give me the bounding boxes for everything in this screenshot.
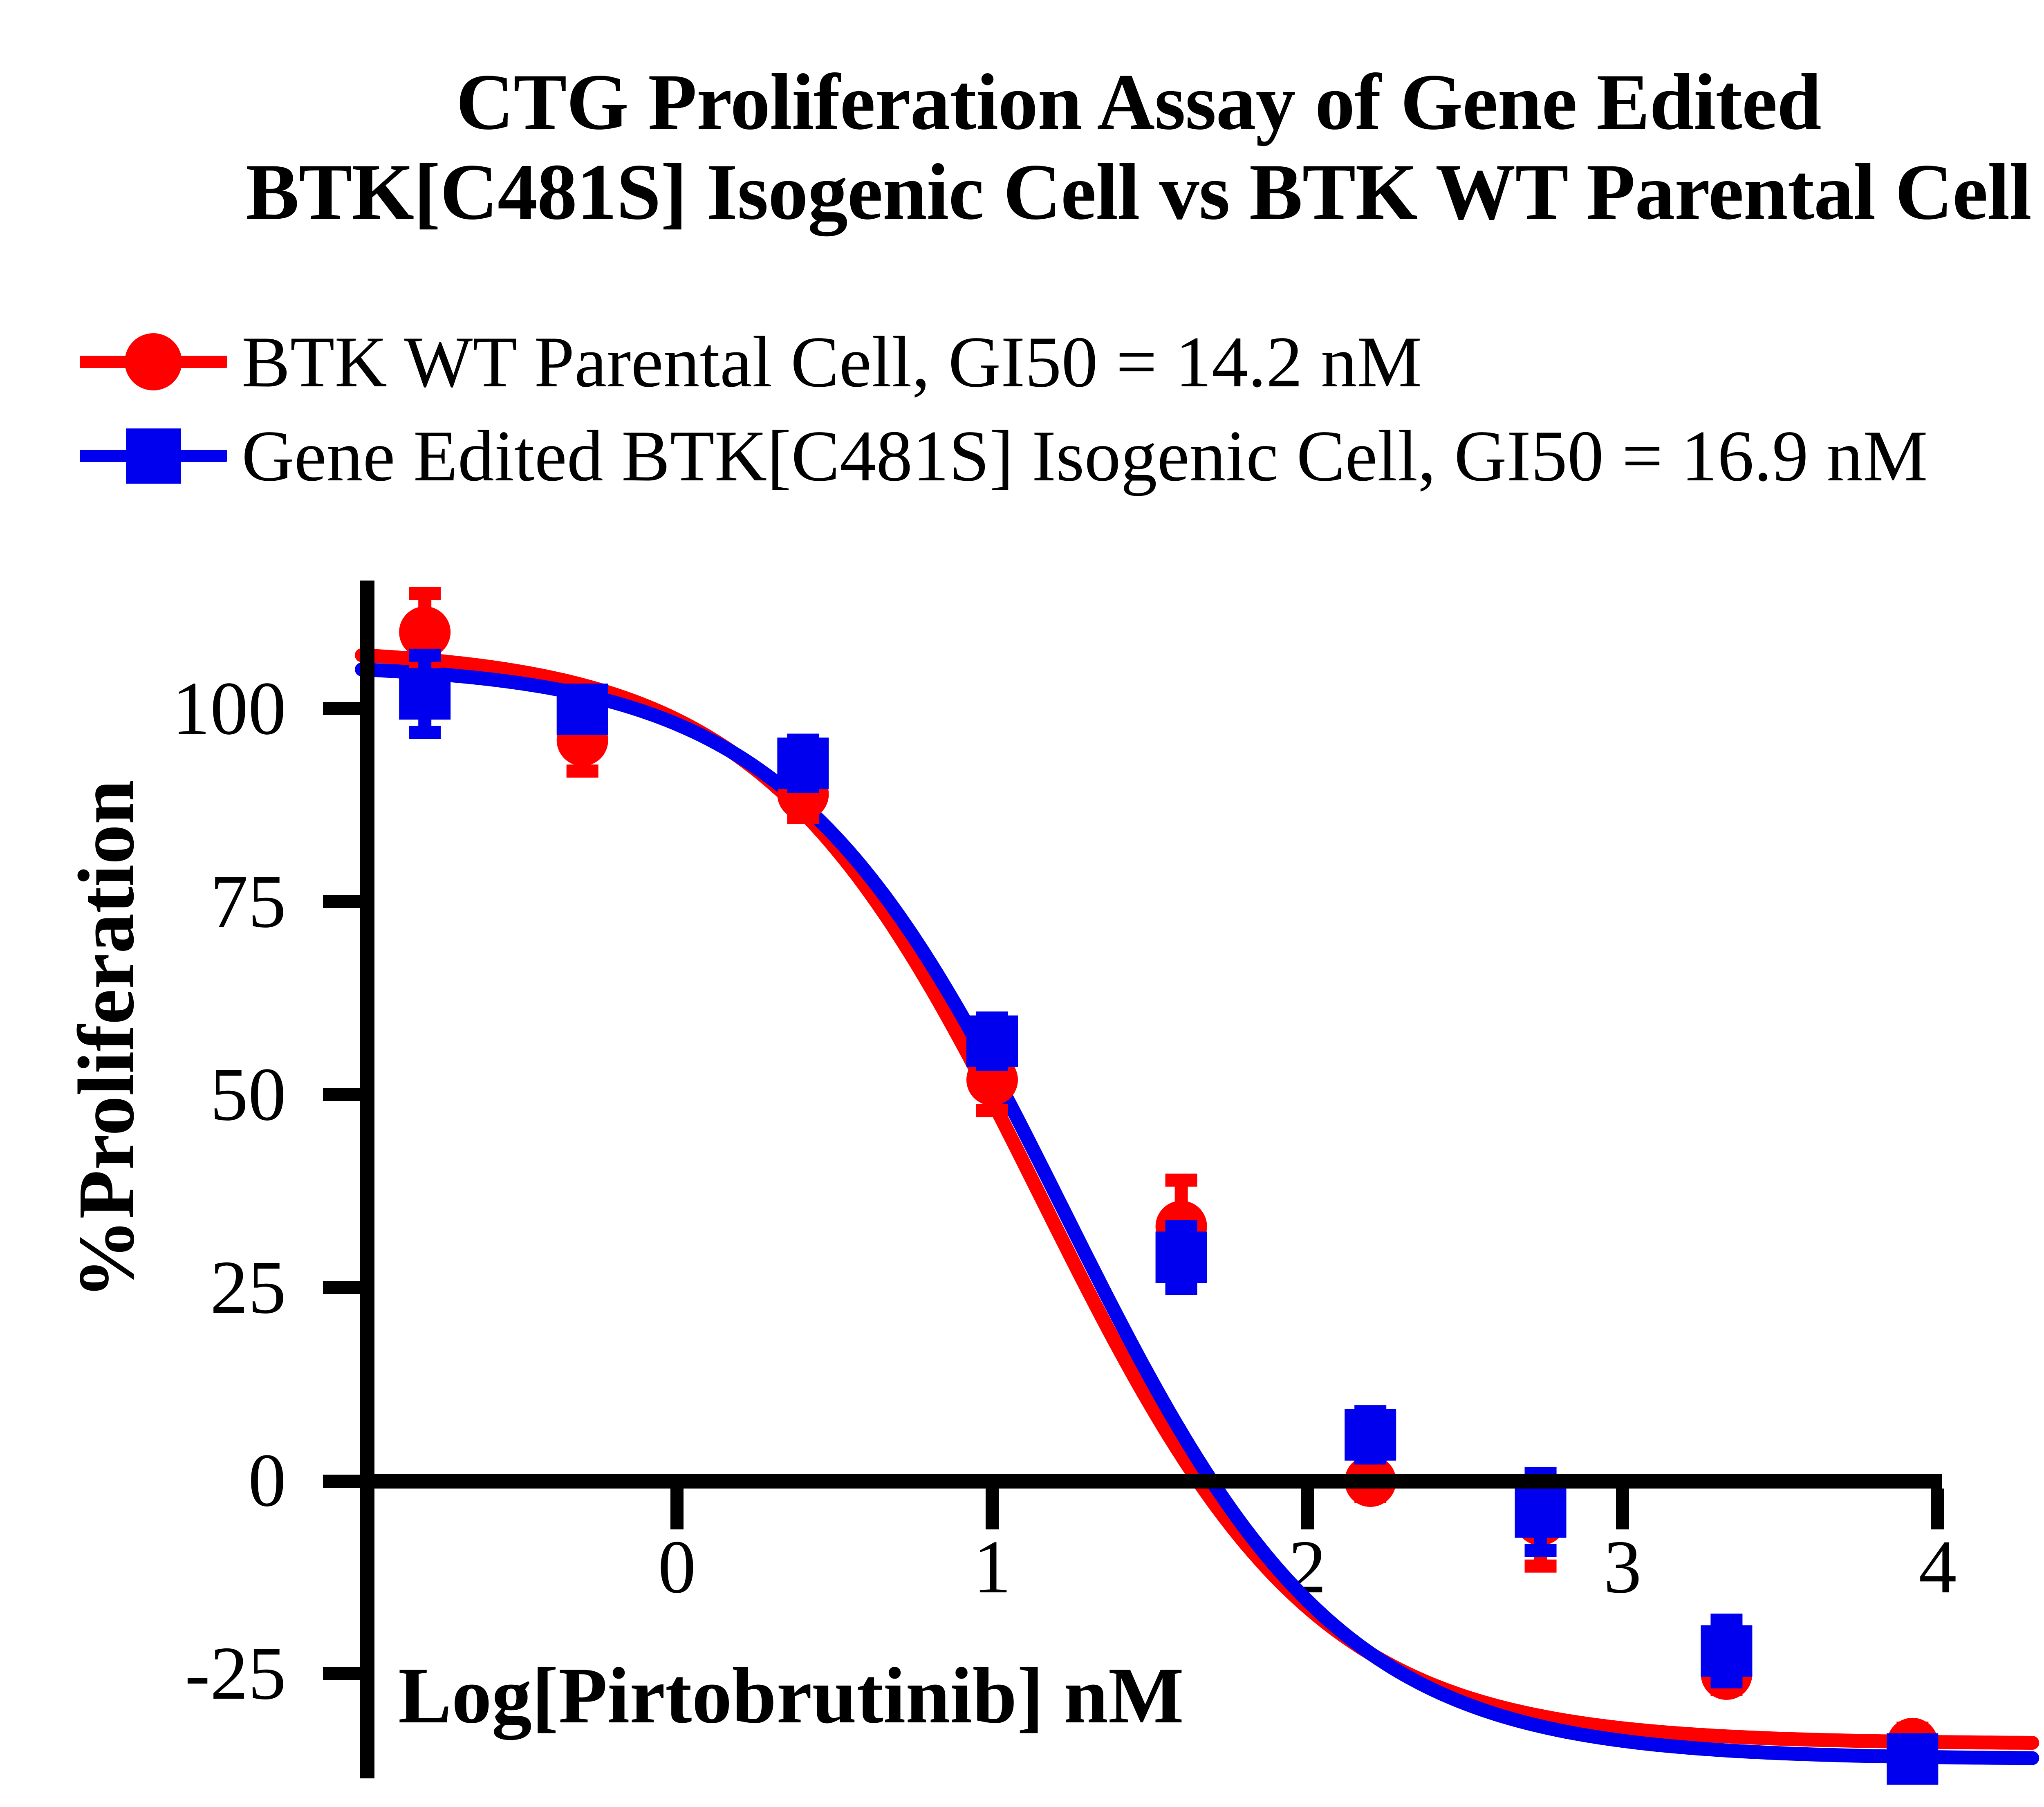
x-tick-3	[1616, 1489, 1629, 1529]
data-point-square-5	[1345, 1409, 1396, 1461]
x-axis-title: Log[Pirtobrutinib] nM	[0, 1650, 2044, 1742]
data-point-circle-0	[399, 606, 451, 658]
y-tick-label-25: 25	[210, 1245, 286, 1329]
error-cap-top-4	[1165, 1173, 1197, 1187]
data-point-square-7	[1701, 1625, 1753, 1677]
error-cap-bottom-3	[976, 1104, 1008, 1117]
y-tick-75	[323, 895, 364, 908]
y-tick-0	[323, 1475, 364, 1488]
y-tick-label-75: 75	[210, 859, 286, 944]
chart-title-line-2: BTK[C481S] Isogenic Cell vs BTK WT Paren…	[246, 147, 2032, 236]
x-tick-4	[1931, 1489, 1944, 1529]
error-cap-bottom-0	[409, 726, 441, 739]
y-tick-neg25	[323, 1667, 364, 1680]
data-point-square-0	[399, 668, 451, 720]
x-tick-label-0: 0	[658, 1525, 696, 1609]
legend-key-circle-icon	[80, 333, 227, 390]
y-tick-label-50: 50	[210, 1052, 286, 1137]
fit-curve-1	[355, 662, 2040, 1765]
legend-item-parental[interactable]: BTK WT Parental Cell, GI50 = 14.2 nM	[80, 315, 2044, 409]
y-tick-label-0: 0	[248, 1438, 286, 1522]
data-point-square-4	[1155, 1231, 1207, 1283]
x-tick-2	[1301, 1489, 1314, 1529]
x-tick-label-1: 1	[973, 1525, 1011, 1609]
y-tick-label-neg25: -25	[185, 1631, 286, 1715]
data-point-square-6	[1515, 1486, 1567, 1538]
chart-legend: BTK WT Parental Cell, GI50 = 14.2 nM Gen…	[80, 315, 2044, 503]
error-cap-top-0	[409, 648, 441, 662]
error-cap-bottom-4	[1165, 1282, 1197, 1295]
x-axis-spine	[360, 1474, 1942, 1489]
x-axis-title-text: Log[Pirtobrutinib] nM	[398, 1651, 1184, 1740]
error-cap-bottom-6	[1524, 1559, 1557, 1573]
data-point-square-3	[966, 1015, 1018, 1067]
x-tick-label-4: 4	[1918, 1525, 1957, 1609]
x-tick-0	[670, 1489, 684, 1529]
y-tick-label-100: 100	[172, 666, 286, 751]
error-cap-top-4	[1165, 1220, 1197, 1233]
chart-title: CTG Proliferation Assay of Gene Edited B…	[0, 57, 2044, 237]
error-cap-bottom-7	[1710, 1675, 1743, 1688]
y-tick-25	[323, 1281, 364, 1294]
chart-title-line-1: CTG Proliferation Assay of Gene Edited	[456, 58, 1821, 146]
x-tick-1	[986, 1489, 999, 1529]
x-tick-label-3: 3	[1603, 1525, 1642, 1609]
legend-key-square-icon	[80, 428, 227, 484]
legend-label-parental: BTK WT Parental Cell, GI50 = 14.2 nM	[242, 321, 1422, 402]
y-tick-50	[323, 1088, 364, 1101]
fit-curve-0	[355, 648, 2040, 1750]
error-cap-bottom-6	[1524, 1544, 1557, 1557]
y-axis-spine	[360, 581, 374, 1778]
error-cap-top-0	[409, 587, 441, 600]
data-point-square-2	[777, 738, 829, 789]
data-point-square-8	[1887, 1733, 1939, 1785]
legend-item-isogenic[interactable]: Gene Edited BTK[C481S] Isogenic Cell, GI…	[80, 409, 2044, 503]
legend-label-isogenic: Gene Edited BTK[C481S] Isogenic Cell, GI…	[242, 415, 1928, 496]
data-point-square-1	[556, 684, 608, 735]
error-cap-bottom-1	[566, 764, 598, 778]
error-cap-top-7	[1710, 1613, 1743, 1627]
y-tick-100	[323, 702, 364, 715]
